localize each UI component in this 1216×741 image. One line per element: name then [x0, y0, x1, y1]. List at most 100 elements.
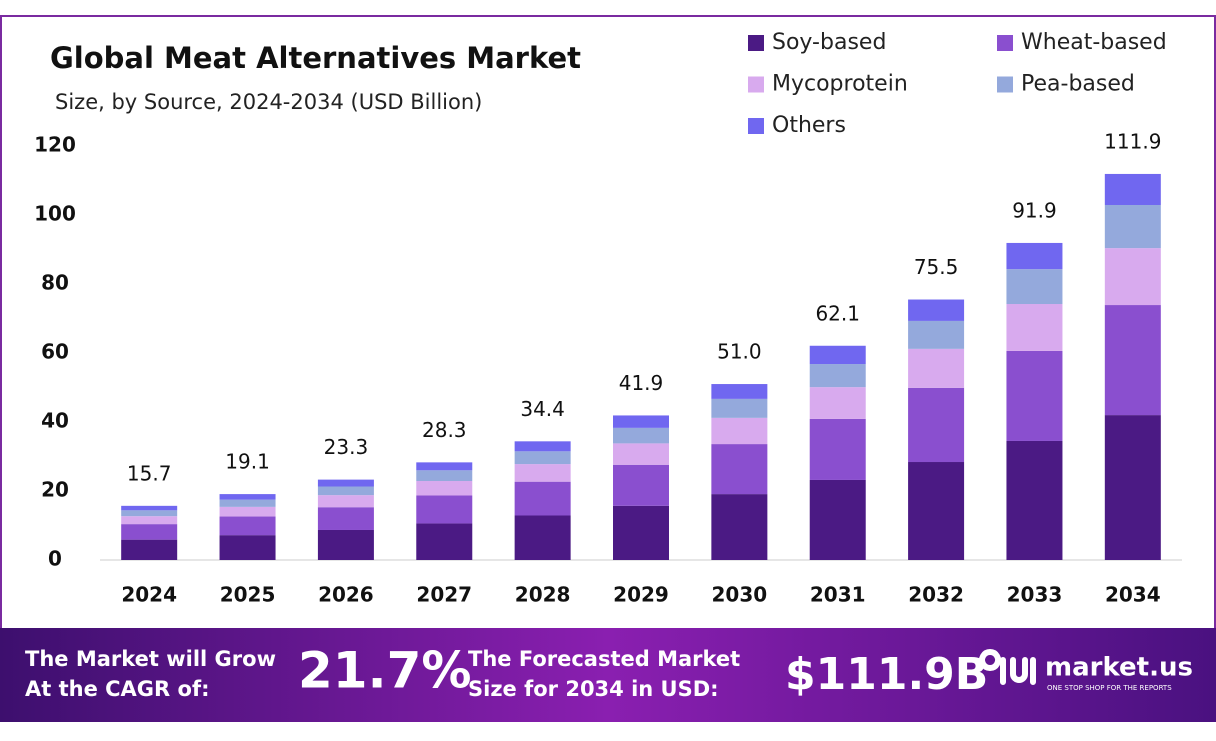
chart-title: Global Meat Alternatives Market	[50, 41, 581, 75]
total-label: 15.7	[127, 461, 172, 485]
bar-segment	[317, 529, 374, 560]
x-tick-label: 2029	[613, 583, 669, 607]
bar-segment	[121, 539, 178, 560]
bar-segment	[613, 415, 669, 428]
x-tick-label: 2028	[515, 583, 571, 607]
x-tick-label: 2031	[810, 583, 866, 607]
legend-swatch	[997, 35, 1013, 51]
bar-segment	[809, 364, 866, 388]
bar-segment	[416, 470, 473, 481]
bar-segment	[908, 387, 965, 463]
x-tick-label: 2024	[121, 583, 177, 607]
x-tick-label: 2034	[1105, 583, 1161, 607]
y-tick-label: 80	[41, 271, 69, 295]
bar-segment	[416, 495, 473, 524]
x-tick-label: 2027	[416, 583, 472, 607]
bar-segment	[219, 535, 276, 560]
total-label: 75.5	[914, 255, 959, 279]
bar-segment	[908, 320, 965, 349]
chart-subtitle: Size, by Source, 2024-2034 (USD Billion)	[55, 90, 482, 114]
brand-logo	[979, 649, 1036, 685]
x-tick-label: 2033	[1007, 583, 1063, 607]
bar-segment	[1006, 304, 1063, 351]
bar-segment	[219, 516, 276, 536]
bar-segment	[121, 505, 178, 511]
x-tick-label: 2030	[712, 583, 768, 607]
bar-segment	[416, 462, 473, 471]
bar-segment	[514, 515, 571, 560]
bar-segment	[121, 524, 178, 540]
bar-segment	[219, 494, 276, 500]
bar-segment	[809, 345, 866, 365]
bar-segment	[1104, 415, 1161, 560]
cagr-value: 21.7%	[298, 642, 471, 700]
x-tick-label: 2032	[908, 583, 964, 607]
bar-segment	[317, 479, 374, 487]
bar-segment	[1104, 204, 1161, 249]
x-tick-label: 2026	[318, 583, 374, 607]
bar-segment	[416, 523, 473, 560]
brand: market.us	[1045, 653, 1193, 683]
bar-segment	[711, 417, 768, 445]
bar-segment	[809, 387, 866, 419]
bar-segment	[219, 499, 276, 507]
bar-segment	[121, 510, 178, 517]
y-tick-label: 40	[41, 409, 69, 433]
bar-segment	[514, 481, 571, 516]
bar-segment	[121, 516, 178, 525]
bar-segment	[1006, 242, 1063, 270]
bar-segment	[1104, 305, 1161, 416]
bar-segment	[514, 464, 571, 482]
legend-label: Pea-based	[1021, 72, 1135, 97]
footer: The Market will Grow At the CAGR of: 21.…	[25, 642, 1193, 702]
y-tick-label: 20	[41, 478, 69, 502]
bar-segment	[514, 441, 571, 452]
legend-swatch	[748, 76, 764, 93]
legend-label: Mycoprotein	[772, 72, 908, 97]
bar-segment	[317, 495, 374, 508]
y-tick-label: 0	[48, 547, 62, 571]
bar-segment	[514, 451, 571, 465]
total-label: 41.9	[619, 371, 664, 395]
legend-label: Wheat-based	[1021, 30, 1167, 55]
bar-segment	[416, 480, 473, 496]
total-label: 28.3	[422, 418, 467, 442]
bar-segment	[809, 479, 866, 560]
bar-segment	[317, 507, 374, 530]
bar-segment	[1104, 173, 1161, 205]
footer-text: The Market will Grow	[25, 647, 276, 671]
footer-text: The Forecasted Market	[468, 647, 740, 671]
bar-segment	[711, 444, 768, 495]
bar-segment	[1006, 269, 1063, 305]
total-label: 62.1	[815, 301, 860, 325]
footer-text: Size for 2034 in USD:	[468, 677, 719, 701]
legend-label: Others	[772, 113, 846, 138]
y-tick-label: 60	[41, 340, 69, 364]
total-label: 19.1	[225, 450, 270, 474]
bar-segment	[613, 505, 669, 560]
total-label: 34.4	[520, 397, 565, 421]
bar-segment	[908, 348, 965, 388]
bar-segment	[613, 443, 669, 465]
footer-text: At the CAGR of:	[25, 677, 210, 701]
y-tick-label: 120	[34, 133, 76, 157]
bar-segment	[613, 464, 669, 506]
brand-tagline: ONE STOP SHOP FOR THE REPORTS	[1047, 684, 1172, 692]
y-tick-label: 100	[34, 202, 76, 226]
bar-segment	[908, 299, 965, 321]
legend-swatch	[997, 76, 1013, 93]
total-label: 51.0	[717, 340, 762, 364]
legend-swatch	[748, 118, 764, 134]
bar-segment	[317, 486, 374, 496]
bar-segment	[711, 494, 768, 560]
x-tick-label: 2025	[220, 583, 276, 607]
total-label: 111.9	[1104, 129, 1161, 153]
bar-segment	[1006, 440, 1063, 560]
bar-segment	[711, 384, 768, 399]
bar-segment	[908, 462, 965, 560]
total-label: 23.3	[324, 435, 369, 459]
legend-swatch	[748, 35, 764, 51]
bar-segment	[711, 398, 768, 418]
bar-segment	[809, 418, 866, 480]
